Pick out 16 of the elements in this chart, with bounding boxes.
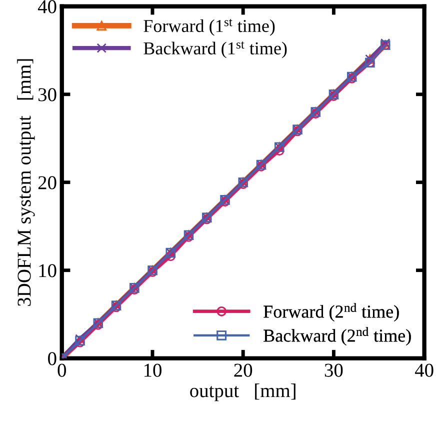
x-tick-label: 20	[234, 364, 252, 377]
y-tick-label: 20	[38, 176, 56, 190]
x-tick-label: 40	[414, 364, 434, 377]
y-axis-title: 3DOFLM system output [mm]	[17, 59, 35, 306]
legend-label: Forward (1$^{st}$ time)	[144, 19, 275, 36]
y-tick-label: 0	[48, 352, 56, 366]
legend-label: Backward (2$^{nd}$ time)	[264, 327, 411, 346]
x-tick-label: 30	[324, 364, 343, 377]
legend-label: Backward (1$^{st}$ time)	[144, 41, 287, 58]
y-tick-label: 10	[39, 264, 56, 278]
legend-label: Forward (2$^{nd}$ time)	[264, 303, 399, 322]
x-tick-label: 10	[144, 364, 162, 377]
x-axis-title: output [mm]	[190, 384, 296, 402]
y-tick-label: 40	[38, 0, 56, 14]
y-tick-label: 30	[38, 88, 56, 102]
x-tick-label: 0	[58, 364, 66, 377]
